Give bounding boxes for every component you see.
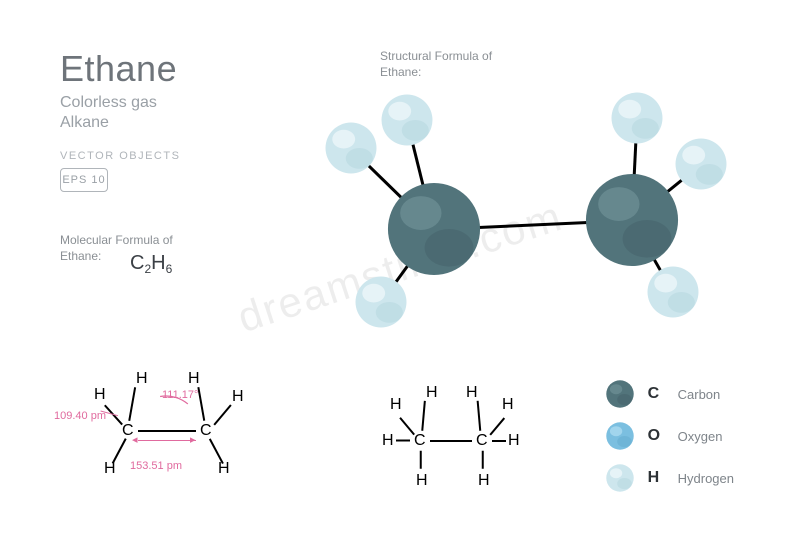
- legend-symbol: C: [648, 385, 664, 403]
- skeletal-bond: [399, 417, 414, 435]
- skeletal-bond: [430, 440, 472, 442]
- legend: C Carbon O Oxygen H Hydrogen: [606, 380, 734, 506]
- mf-c: C: [130, 252, 144, 274]
- hydrogen-atom: [647, 266, 699, 318]
- mf-sub2: 6: [166, 262, 173, 276]
- skeletal-atom-label: C: [414, 432, 426, 450]
- skeletal-atom-label: H: [426, 384, 438, 402]
- hydrogen-atom: [675, 138, 727, 190]
- eps-badge: EPS 10: [60, 168, 108, 192]
- legend-symbol: H: [648, 469, 664, 487]
- legend-row: O Oxygen: [606, 422, 734, 450]
- skeletal-bond: [489, 417, 504, 435]
- hydrogen-atom: [381, 94, 433, 146]
- subtitle-1: Colorless gas: [60, 94, 157, 112]
- skeletal-atom-label: H: [390, 396, 402, 414]
- legend-row: C Carbon: [606, 380, 734, 408]
- subtitle-2: Alkane: [60, 114, 109, 132]
- skeletal-bond: [477, 401, 481, 431]
- skeletal-condensed: CCHHHHHHHH: [350, 362, 560, 492]
- skeletal-bond: [420, 451, 422, 469]
- molecular-formula: C2H6: [130, 252, 172, 276]
- title-text: Ethane: [60, 48, 177, 90]
- legend-symbol: O: [648, 427, 664, 445]
- legend-dot-icon: [606, 380, 634, 408]
- skeletal-atom-label: H: [508, 432, 520, 450]
- skeletal-atom-label: C: [476, 432, 488, 450]
- hydrogen-atom: [325, 122, 377, 174]
- legend-dot-icon: [606, 464, 634, 492]
- skeletal-atom-label: H: [478, 472, 490, 490]
- hydrogen-atom: [355, 276, 407, 328]
- legend-dot-icon: [606, 422, 634, 450]
- angle-arc: [56, 342, 296, 492]
- carbon-atom: [387, 182, 481, 276]
- carbon-atom: [585, 173, 679, 267]
- skeletal-bond: [482, 451, 484, 469]
- skeletal-atom-label: H: [416, 472, 428, 490]
- hydrogen-atom: [611, 92, 663, 144]
- skeletal-annotated: CCHHHHHH111.17°109.40 pm153.51 pm◂▸: [56, 342, 296, 492]
- molecule-3d: [305, 80, 725, 340]
- skeletal-atom-label: H: [466, 384, 478, 402]
- legend-label: Hydrogen: [678, 471, 734, 486]
- skeletal-atom-label: H: [502, 396, 514, 414]
- legend-label: Oxygen: [678, 429, 723, 444]
- skeletal-atom-label: H: [382, 432, 394, 450]
- vector-objects-label: VECTOR OBJECTS: [60, 150, 180, 162]
- legend-label: Carbon: [678, 387, 721, 402]
- skeletal-bond: [396, 440, 410, 442]
- skeletal-bond: [492, 440, 506, 442]
- structural-formula-label: Structural Formula of Ethane:: [380, 48, 492, 80]
- page-title: Ethane: [60, 48, 177, 90]
- legend-row: H Hydrogen: [606, 464, 734, 492]
- mf-h: H: [151, 252, 165, 274]
- skeletal-bond: [421, 401, 425, 431]
